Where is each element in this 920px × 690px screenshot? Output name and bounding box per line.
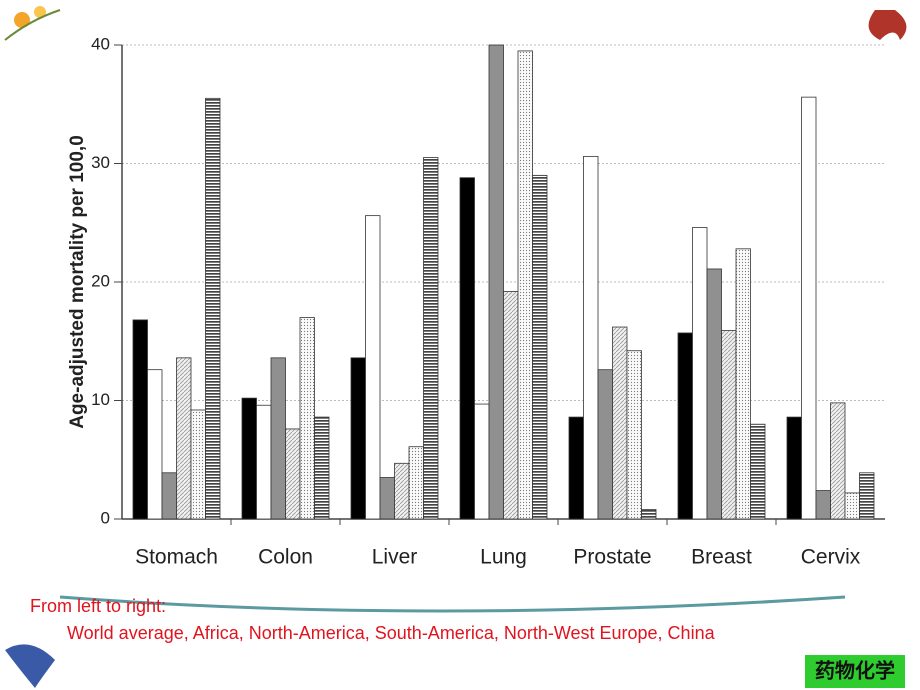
bar [626,350,642,520]
y-axis-label: Age-adjusted mortality per 100,0 [67,135,88,429]
bar [692,227,708,520]
bar [677,332,693,520]
bar [205,97,221,520]
bar [597,369,613,520]
bar [706,268,722,520]
bar [583,155,599,520]
badge: 药物化学 [815,658,895,682]
bar [474,403,490,520]
bar [365,215,381,520]
bar [147,369,163,520]
bar [517,50,533,520]
bar [859,472,875,520]
y-tick-label: 40 [91,34,110,53]
bar [161,472,177,520]
x-tick-label: Colon [258,546,313,569]
bar [299,317,315,520]
bar [423,157,439,520]
x-tick-label: Breast [691,546,752,569]
bar [379,477,395,520]
bar [285,428,301,520]
x-tick-label: Cervix [801,546,861,569]
bar [270,357,286,520]
bar [256,404,272,520]
bar [786,416,802,520]
bar [844,492,860,520]
bar [350,357,366,520]
bar [176,357,192,520]
bar [241,397,257,520]
y-tick-label: 10 [91,390,110,409]
bar [408,446,424,520]
bar [532,174,548,520]
bar [721,330,737,520]
note-text: World average, Africa, North-America, So… [67,623,716,643]
x-tick-label: Stomach [135,546,218,569]
x-tick-label: Liver [372,546,418,569]
bar [394,462,410,520]
y-tick-label: 30 [91,153,110,172]
y-tick-label: 20 [91,271,110,290]
note-title: From left to right: [30,596,166,616]
bar [314,416,330,520]
bar [612,326,628,520]
bar [815,490,831,520]
y-tick-label: 0 [101,508,110,527]
decoration [4,6,907,688]
bar [488,44,504,520]
bar [132,319,148,520]
bar [568,416,584,520]
bar [503,291,519,520]
bar [459,177,475,520]
x-tick-label: Lung [480,546,527,569]
bar [190,409,206,520]
x-tick-label: Prostate [573,546,651,569]
bar [801,96,817,520]
bar [735,248,751,520]
bar [750,423,766,520]
badge-box [805,655,905,688]
bar [830,402,846,520]
bar [641,509,657,520]
